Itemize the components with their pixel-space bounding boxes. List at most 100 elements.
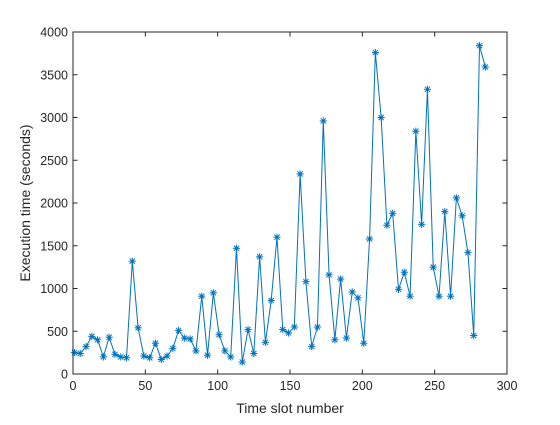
data-point — [435, 292, 443, 300]
data-point — [337, 275, 345, 283]
data-point — [88, 332, 96, 340]
data-point — [76, 349, 84, 358]
data-point — [470, 331, 478, 340]
data-point — [279, 325, 287, 334]
data-point — [232, 244, 241, 252]
data-point — [250, 349, 258, 358]
x-axis-label: Time slot number — [236, 400, 344, 416]
marker-stroke — [77, 350, 84, 357]
marker-stroke — [418, 221, 425, 228]
data-point — [296, 170, 304, 178]
data-point — [383, 221, 391, 229]
marker-stroke — [221, 347, 228, 354]
marker-stroke — [216, 331, 223, 338]
marker-stroke — [187, 335, 194, 342]
marker-stroke — [135, 324, 142, 331]
data-point — [111, 350, 119, 358]
marker-stroke — [407, 293, 414, 300]
marker-stroke — [250, 350, 257, 357]
marker-stroke — [146, 354, 153, 361]
marker-stroke — [227, 353, 234, 360]
marker-stroke — [459, 212, 466, 219]
marker-stroke — [464, 249, 471, 256]
data-point — [238, 358, 246, 366]
data-point — [302, 278, 310, 286]
marker-stroke — [383, 222, 390, 229]
data-point — [117, 353, 125, 361]
y-tick-label: 1000 — [40, 282, 68, 296]
marker-stroke — [83, 343, 89, 350]
marker-stroke — [389, 210, 396, 217]
data-point — [418, 220, 426, 228]
marker-stroke — [88, 333, 95, 340]
data-point — [313, 323, 322, 331]
data-point — [423, 85, 432, 93]
data-point — [365, 235, 374, 243]
data-point — [198, 292, 206, 300]
data-point — [256, 253, 264, 261]
marker-stroke — [198, 293, 205, 300]
x-tick-label: 0 — [70, 379, 77, 393]
marker-stroke — [372, 49, 379, 56]
marker-stroke — [285, 330, 292, 336]
marker-stroke — [123, 354, 130, 361]
data-point — [458, 212, 466, 220]
data-point — [186, 335, 194, 343]
marker-stroke — [268, 297, 275, 304]
marker-stroke — [366, 235, 373, 242]
data-point — [227, 353, 235, 361]
marker-stroke — [112, 351, 118, 358]
marker-stroke — [106, 334, 113, 341]
data-point — [400, 268, 408, 276]
marker-stroke — [129, 258, 136, 265]
data-point — [273, 233, 281, 241]
data-point — [192, 347, 200, 355]
marker-stroke — [117, 353, 124, 360]
marker-stroke — [430, 264, 437, 271]
data-point — [360, 339, 368, 347]
marker-stroke — [152, 340, 159, 347]
marker-stroke — [297, 170, 304, 177]
data-point — [169, 344, 177, 352]
marker-stroke — [436, 293, 442, 300]
data-point — [325, 271, 333, 279]
data-point — [290, 323, 298, 331]
marker-stroke — [476, 42, 483, 49]
marker-stroke — [320, 117, 327, 124]
data-point — [331, 336, 339, 344]
data-point — [371, 48, 379, 57]
y-tick-label: 4000 — [40, 26, 68, 40]
data-point — [284, 329, 293, 337]
data-point — [128, 257, 136, 265]
data-point — [406, 292, 414, 300]
data-point — [412, 127, 420, 135]
marker-stroke — [395, 286, 402, 293]
marker-stroke — [256, 253, 263, 260]
data-point — [203, 351, 212, 359]
data-point — [209, 289, 217, 297]
data-point — [82, 343, 90, 351]
y-tick-label: 0 — [61, 368, 68, 382]
data-point — [122, 354, 131, 362]
data-point — [163, 352, 171, 360]
marker-stroke — [470, 332, 477, 339]
data-point — [134, 324, 142, 332]
data-point — [157, 355, 165, 364]
x-tick-label: 250 — [424, 379, 445, 393]
y-tick-label: 2500 — [40, 154, 68, 168]
marker-stroke — [343, 335, 350, 342]
marker-stroke — [279, 326, 286, 333]
marker-stroke — [424, 86, 431, 93]
x-tick-label: 300 — [497, 379, 518, 393]
data-point — [146, 354, 154, 362]
marker-stroke — [245, 326, 251, 333]
data-point — [140, 352, 148, 360]
series-layer — [70, 42, 489, 366]
marker-stroke — [210, 289, 217, 296]
y-tick-label: 500 — [47, 325, 68, 339]
marker-stroke — [164, 353, 170, 359]
data-point — [151, 339, 160, 347]
marker-stroke — [355, 294, 361, 301]
marker-stroke — [447, 293, 454, 300]
